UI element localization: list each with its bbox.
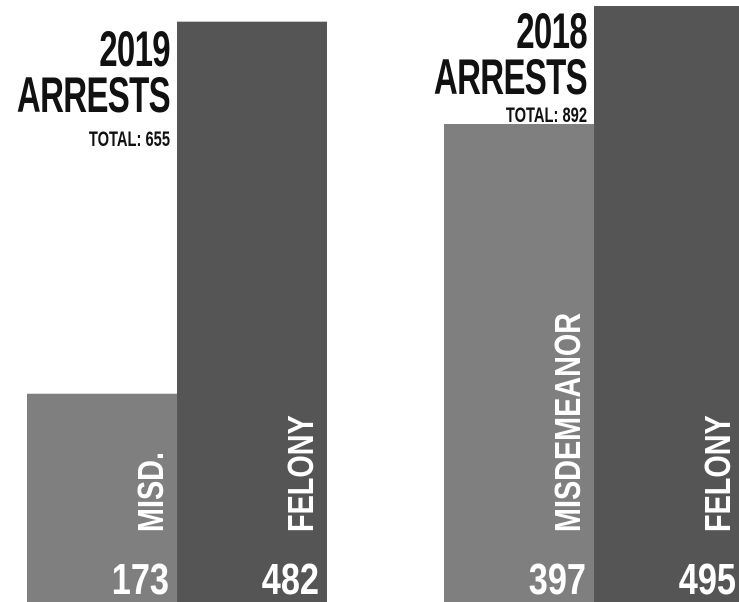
value-label: 173 bbox=[112, 555, 169, 602]
bar bbox=[27, 393, 177, 602]
chart-title: 2019 ARRESTS bbox=[16, 21, 171, 123]
category-label: MISDEMEANOR bbox=[547, 313, 588, 532]
chart-subtitle: TOTAL: 655 bbox=[88, 128, 170, 151]
chart-subtitle: TOTAL: 892 bbox=[505, 104, 587, 127]
category-label: MISD. bbox=[130, 452, 171, 532]
category-label: FELONY bbox=[697, 415, 738, 532]
category-label: FELONY bbox=[280, 415, 321, 532]
chart-title: 2018 ARRESTS bbox=[433, 3, 588, 105]
value-label: 397 bbox=[529, 555, 586, 602]
bar bbox=[444, 124, 594, 602]
bar bbox=[594, 6, 739, 602]
value-label: 482 bbox=[262, 555, 319, 602]
bar bbox=[177, 21, 327, 602]
value-label: 495 bbox=[679, 555, 736, 602]
